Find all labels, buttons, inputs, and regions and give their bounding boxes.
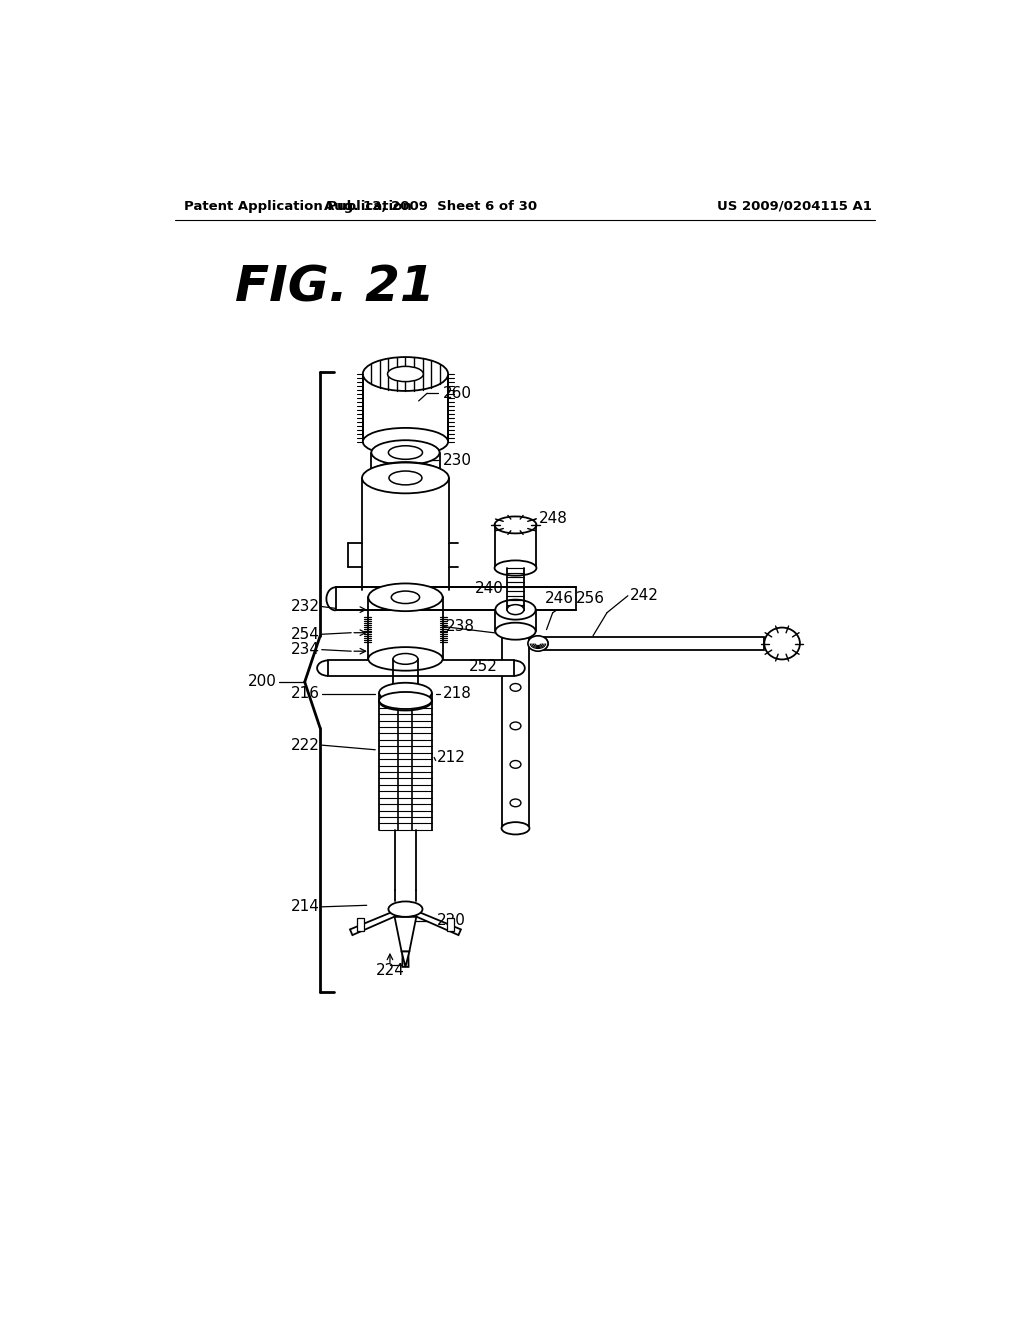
Ellipse shape <box>369 583 442 611</box>
Bar <box>379 701 432 830</box>
Text: 200: 200 <box>248 675 276 689</box>
Text: 248: 248 <box>539 511 567 527</box>
Ellipse shape <box>362 428 449 455</box>
Ellipse shape <box>495 516 537 533</box>
Bar <box>542 638 764 649</box>
Polygon shape <box>404 907 461 935</box>
Ellipse shape <box>372 462 439 483</box>
Polygon shape <box>394 917 417 952</box>
Ellipse shape <box>369 647 442 671</box>
Polygon shape <box>447 919 454 931</box>
Ellipse shape <box>362 356 449 391</box>
Bar <box>369 597 442 659</box>
Text: 216: 216 <box>291 686 319 701</box>
Bar <box>372 453 439 473</box>
Text: 260: 260 <box>442 385 472 401</box>
Ellipse shape <box>388 902 423 917</box>
Text: 220: 220 <box>436 913 465 928</box>
Ellipse shape <box>510 722 521 730</box>
Ellipse shape <box>528 636 548 651</box>
Text: 218: 218 <box>442 686 471 701</box>
Ellipse shape <box>388 446 423 459</box>
Text: 234: 234 <box>291 642 319 657</box>
Polygon shape <box>401 952 410 966</box>
Text: 232: 232 <box>291 599 319 614</box>
Text: 212: 212 <box>436 750 465 766</box>
Ellipse shape <box>510 799 521 807</box>
Text: 224: 224 <box>376 964 404 978</box>
Ellipse shape <box>387 367 423 381</box>
Text: 230: 230 <box>442 453 472 467</box>
Text: 214: 214 <box>291 899 319 915</box>
Ellipse shape <box>496 599 536 619</box>
Text: 242: 242 <box>630 589 659 603</box>
Ellipse shape <box>372 441 439 465</box>
Ellipse shape <box>391 591 420 603</box>
Text: 246: 246 <box>545 591 573 606</box>
Polygon shape <box>350 907 407 935</box>
Ellipse shape <box>495 561 537 576</box>
Ellipse shape <box>496 623 536 640</box>
Text: 254: 254 <box>291 627 319 642</box>
Ellipse shape <box>510 684 521 692</box>
Text: 252: 252 <box>469 659 498 675</box>
Text: Aug. 13, 2009  Sheet 6 of 30: Aug. 13, 2009 Sheet 6 of 30 <box>324 199 537 213</box>
Polygon shape <box>357 919 364 931</box>
Bar <box>496 610 536 631</box>
Bar <box>336 587 575 610</box>
Ellipse shape <box>379 692 432 709</box>
Ellipse shape <box>507 605 524 615</box>
Text: US 2009/0204115 A1: US 2009/0204115 A1 <box>717 199 871 213</box>
Bar <box>362 374 449 442</box>
Text: FIG. 21: FIG. 21 <box>234 264 434 312</box>
Text: Patent Application Publication: Patent Application Publication <box>183 199 412 213</box>
Ellipse shape <box>502 605 529 616</box>
Ellipse shape <box>389 471 422 484</box>
Ellipse shape <box>379 682 432 702</box>
Polygon shape <box>402 909 409 966</box>
Bar <box>502 610 529 829</box>
Ellipse shape <box>393 653 418 664</box>
Text: 256: 256 <box>575 591 605 606</box>
Bar <box>328 660 514 676</box>
Text: 238: 238 <box>445 619 475 634</box>
Bar <box>495 525 537 568</box>
Ellipse shape <box>379 692 432 710</box>
Ellipse shape <box>502 822 529 834</box>
Ellipse shape <box>764 627 800 660</box>
Bar <box>362 478 449 590</box>
Ellipse shape <box>362 462 449 494</box>
Ellipse shape <box>536 638 548 649</box>
Text: 240: 240 <box>475 581 504 595</box>
Text: 222: 222 <box>291 738 319 752</box>
Ellipse shape <box>510 760 521 768</box>
